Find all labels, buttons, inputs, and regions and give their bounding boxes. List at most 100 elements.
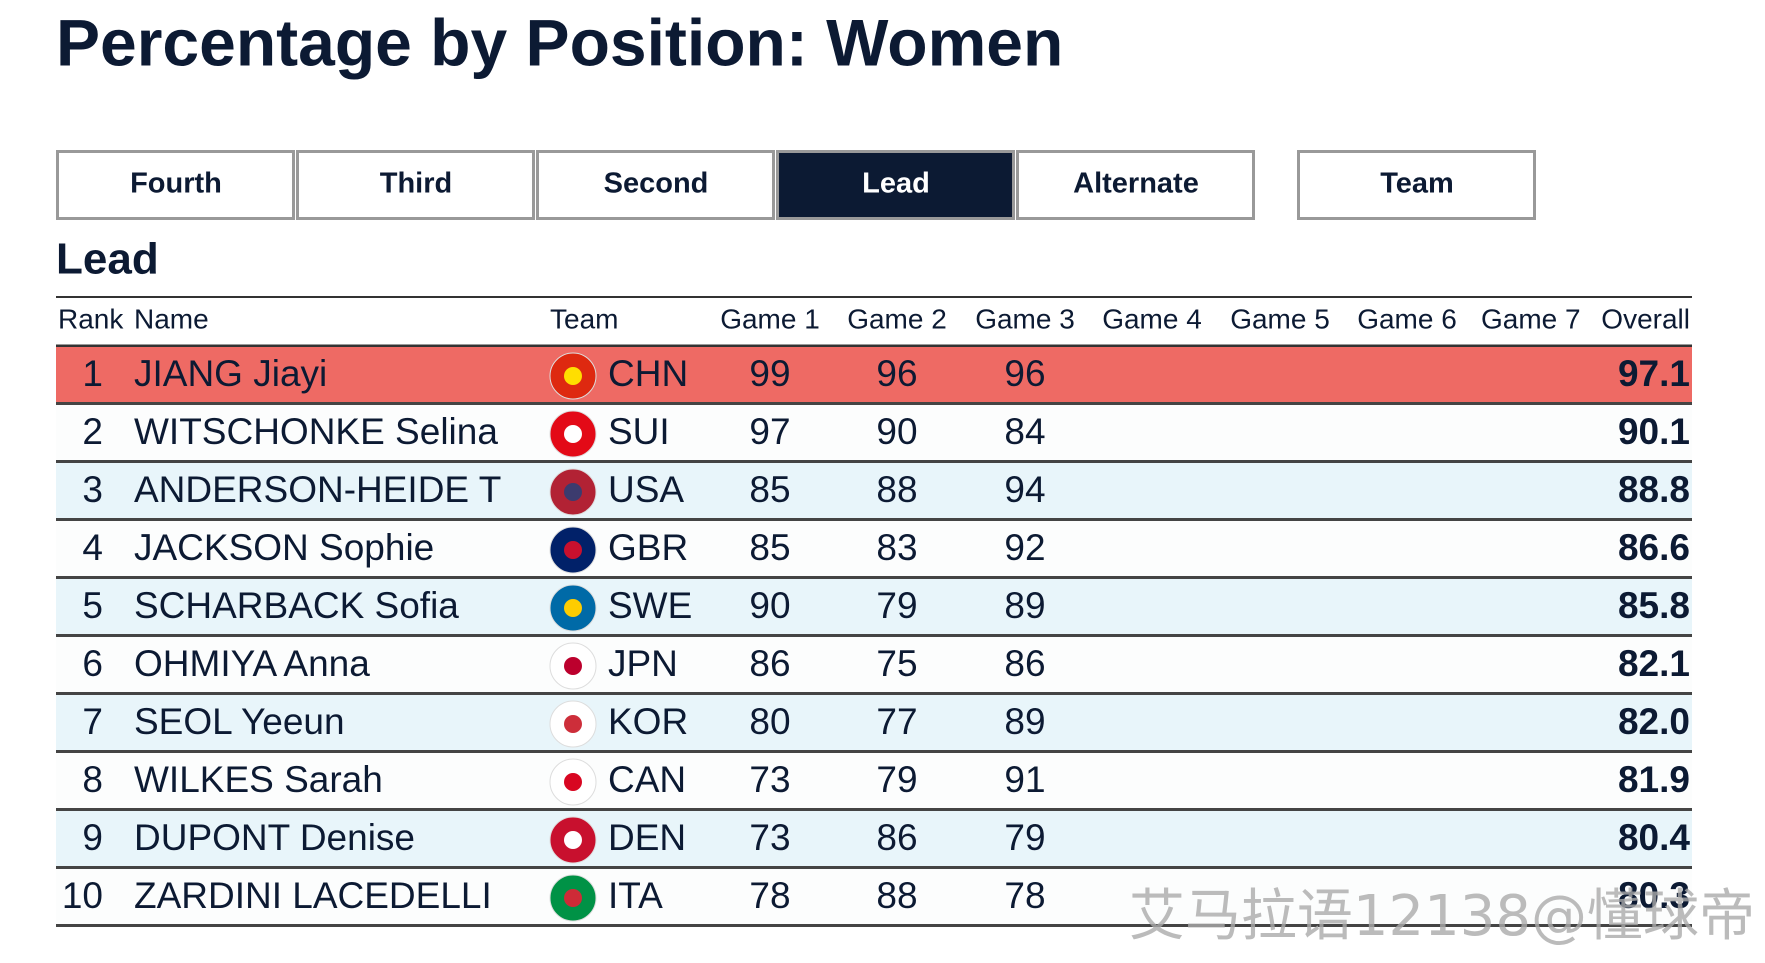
game-score: 91 [1004,759,1045,800]
flag-detail [564,425,582,443]
rank: 1 [82,353,103,394]
column-header: Game 7 [1481,303,1581,334]
tab[interactable] [1016,150,1255,220]
column-header: Game 2 [847,303,947,334]
row-background [56,347,1692,402]
rank: 4 [82,527,103,568]
rank: 10 [62,875,103,916]
tab[interactable] [56,150,295,220]
overall: 80.3 [1618,875,1690,916]
team: CHN [608,353,688,394]
section-title: Lead [56,235,159,284]
tab-label[interactable]: Fourth [130,168,222,200]
game-score: 84 [1004,411,1045,452]
rank: 6 [82,643,103,684]
tab-label[interactable]: Second [604,168,709,200]
overall: 86.6 [1618,527,1690,568]
game-score: 78 [1004,875,1045,916]
name: OHMIYA Anna [134,643,370,684]
row-background [56,869,1692,924]
column-header: Team [550,303,618,334]
rank: 5 [82,585,103,626]
tab-label[interactable]: Team [1380,168,1454,200]
row-background [56,405,1692,460]
flag-detail [564,483,582,501]
tab[interactable] [296,150,535,220]
game-score: 79 [876,759,917,800]
overall: 97.1 [1618,353,1690,394]
team: USA [608,469,684,510]
game-score: 85 [749,469,790,510]
flag-detail [564,889,582,907]
tab[interactable] [1297,150,1536,220]
column-header: Game 1 [720,303,820,334]
column-header: Overall [1601,303,1690,334]
page-title: Percentage by Position: Women [56,5,1063,79]
column-header: Name [134,303,209,334]
flag-detail [564,541,582,559]
game-score: 90 [749,585,790,626]
overall: 80.4 [1618,817,1690,858]
rank: 8 [82,759,103,800]
overall: 90.1 [1618,411,1690,452]
name: ZARDINI LACEDELLI [134,875,492,916]
row-background [56,753,1692,808]
row-background [56,811,1692,866]
game-score: 99 [749,353,790,394]
name: WILKES Sarah [134,759,383,800]
rank: 2 [82,411,103,452]
column-header: Game 5 [1230,303,1330,334]
tab[interactable] [776,150,1015,220]
name: DUPONT Denise [134,817,415,858]
game-score: 79 [876,585,917,626]
row-background [56,521,1692,576]
team: ITA [608,875,663,916]
flag-detail [564,831,582,849]
name: JACKSON Sophie [134,527,434,568]
rank: 7 [82,701,103,742]
tab[interactable] [536,150,775,220]
overall: 88.8 [1618,469,1690,510]
name: JIANG Jiayi [134,353,327,394]
overall: 85.8 [1618,585,1690,626]
row-background [56,579,1692,634]
game-score: 88 [876,469,917,510]
column-header: Game 4 [1102,303,1202,334]
game-score: 75 [876,643,917,684]
game-score: 89 [1004,701,1045,742]
tab-label[interactable]: Third [380,168,453,200]
game-score: 97 [749,411,790,452]
name: SCHARBACK Sofia [134,585,459,626]
game-score: 86 [749,643,790,684]
game-score: 78 [749,875,790,916]
flag-detail [564,715,582,733]
tab-label[interactable]: Lead [862,168,930,200]
overall: 82.0 [1618,701,1690,742]
column-header: Rank [58,303,124,334]
flag-detail [564,367,582,385]
team: SWE [608,585,692,626]
game-score: 89 [1004,585,1045,626]
game-score: 96 [876,353,917,394]
name: WITSCHONKE Selina [134,411,498,452]
game-score: 80 [749,701,790,742]
row-background [56,695,1692,750]
tab-label[interactable]: Alternate [1073,168,1199,200]
row-background [56,637,1692,692]
team: CAN [608,759,686,800]
name: ANDERSON-HEIDE T [134,469,501,510]
game-score: 96 [1004,353,1045,394]
overall: 82.1 [1618,643,1690,684]
name: SEOL Yeeun [134,701,345,742]
flag-detail [564,657,582,675]
game-score: 94 [1004,469,1045,510]
game-score: 77 [876,701,917,742]
game-score: 85 [749,527,790,568]
column-header: Game 6 [1357,303,1457,334]
rank: 9 [82,817,103,858]
team: JPN [608,643,678,684]
game-score: 79 [1004,817,1045,858]
game-score: 83 [876,527,917,568]
column-header: Game 3 [975,303,1075,334]
